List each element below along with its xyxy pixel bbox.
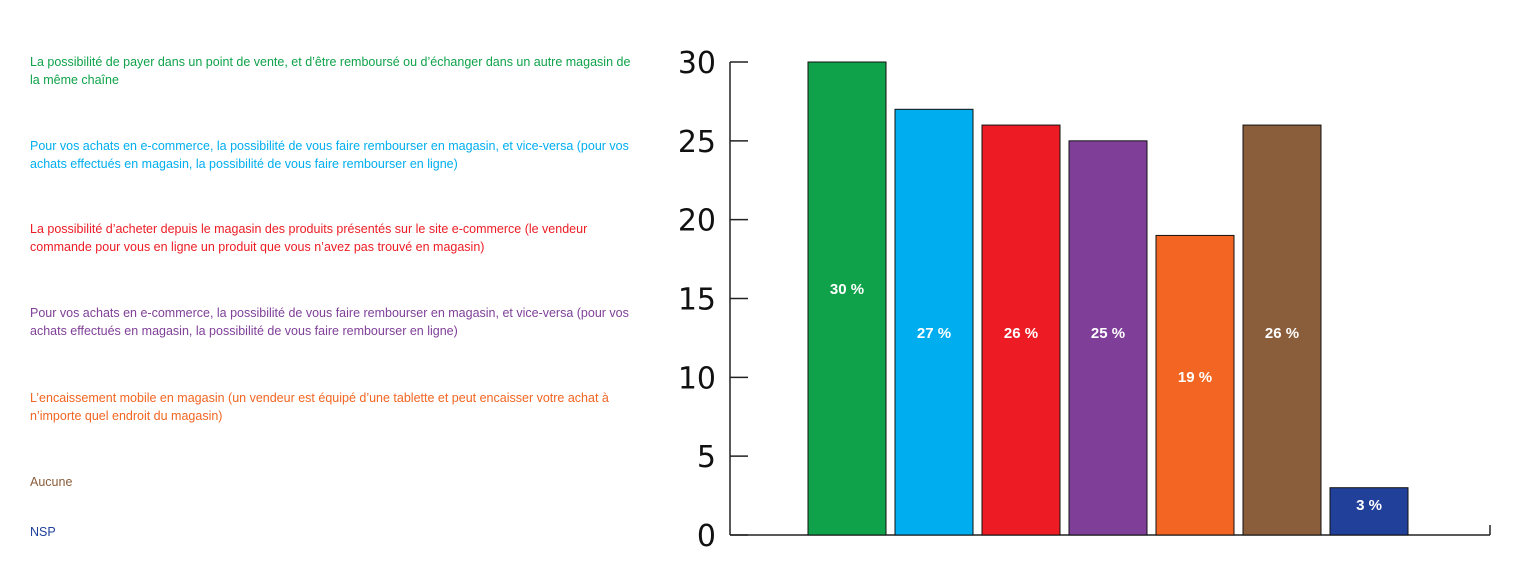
legend-item-nsp: NSP — [30, 525, 56, 539]
bar-value-label: 26 % — [1265, 325, 1299, 342]
legend-item-mobile-checkout: L’encaissement mobile en magasin (un ven… — [30, 391, 609, 423]
bar — [894, 108, 974, 536]
legend-item-order-from-store: La possibilité d’acheter depuis le magas… — [30, 222, 588, 254]
y-tick-label: 30 — [678, 46, 716, 81]
y-tick-label: 15 — [678, 283, 716, 318]
bar-value-label: 27 % — [917, 325, 951, 342]
y-tick-label: 5 — [697, 440, 716, 475]
bar-value-label: 26 % — [1004, 325, 1038, 342]
y-tick-label: 25 — [678, 125, 716, 160]
bar-value-label: 3 % — [1356, 497, 1382, 514]
legend-item-ecommerce-refund: Pour vos achats en e-commerce, la possib… — [30, 139, 629, 171]
legend-item-aucune: Aucune — [30, 475, 73, 489]
bar-value-label: 19 % — [1178, 369, 1212, 386]
chart-bars: 30 % 27 % 26 % 25 % 19 % 26 % 3 % — [807, 61, 1409, 536]
legend-item-ecommerce-refund-2: Pour vos achats en e-commerce, la possib… — [30, 306, 629, 338]
bar — [1329, 487, 1409, 536]
y-tick-label: 10 — [678, 361, 716, 396]
y-tick-label: 20 — [678, 204, 716, 239]
bar — [981, 124, 1061, 536]
bar-value-label: 30 % — [830, 281, 864, 298]
bar — [1068, 140, 1148, 536]
bar-chart: 0 5 10 15 20 25 30 30 % 27 % 26 % 25 % 19 % 26 % 3 % — [678, 46, 1491, 554]
bar-value-label: 25 % — [1091, 325, 1125, 342]
bar — [1242, 124, 1322, 536]
bar — [1155, 234, 1235, 536]
bar — [807, 61, 887, 536]
y-tick-label: 0 — [697, 519, 716, 554]
legend-item-store-payment: La possibilité de payer dans un point de… — [30, 55, 631, 87]
